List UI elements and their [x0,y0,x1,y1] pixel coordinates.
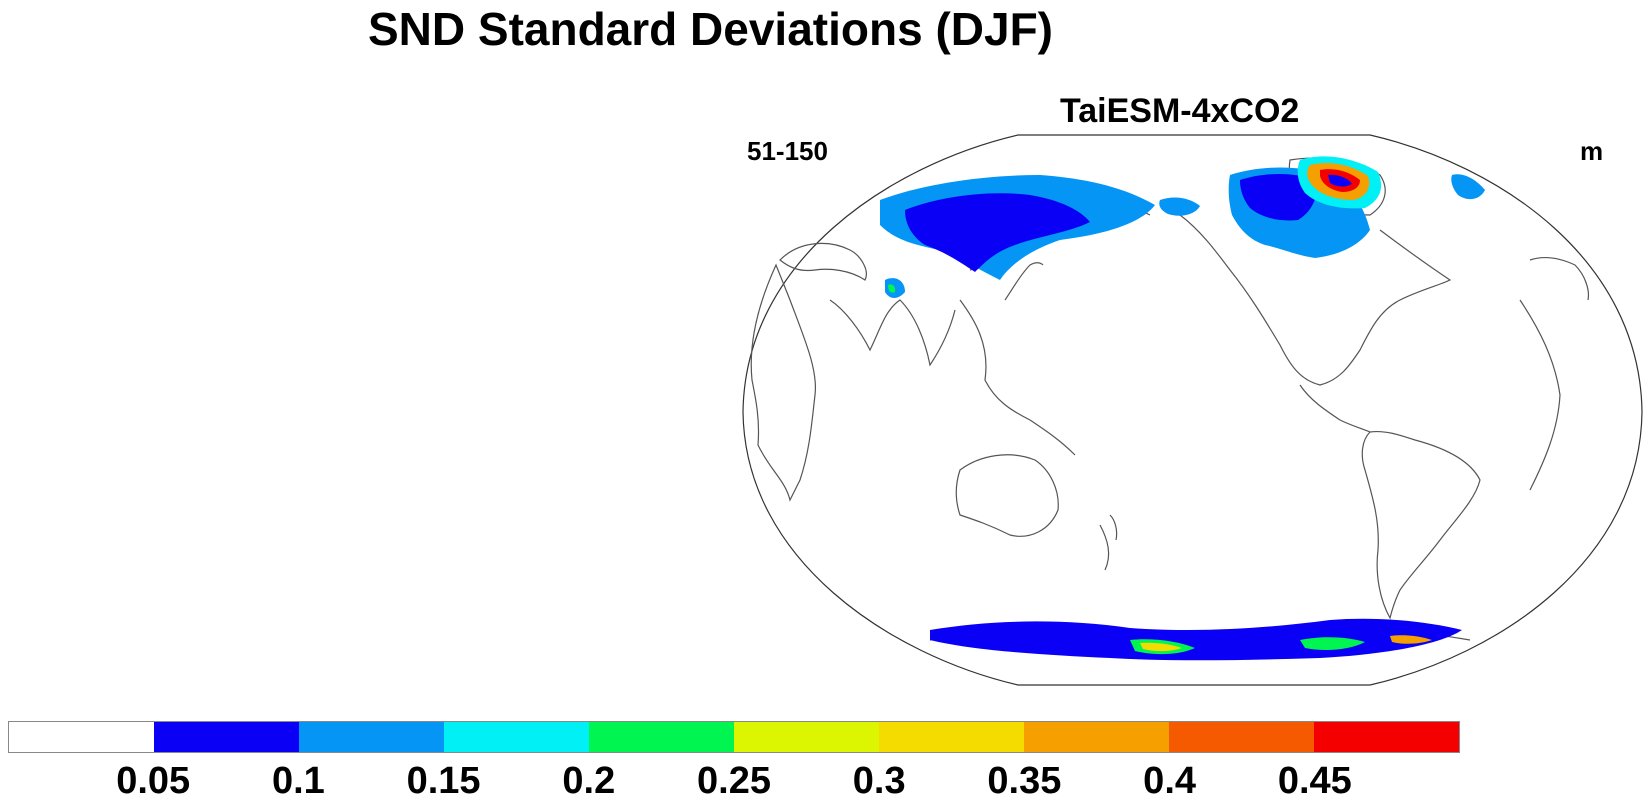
panel-title: TaiESM-4xCO2 [1060,92,1300,130]
figure-title: SND Standard Deviations (DJF) [368,3,1053,55]
coast-europe-west [1529,256,1590,301]
colorbar-box [1024,722,1169,752]
world-map [742,134,1643,686]
snow-sd-shading [880,156,1485,661]
antarctica-snow-orange [1390,635,1432,644]
coast-arabia-india [829,299,956,367]
siberia-snow-low [905,193,1090,272]
central-asia-snow-high [888,284,896,293]
alaska-snow [1159,197,1200,216]
colorbar-box [9,722,154,752]
colorbar-tick-label: 0.25 [697,760,771,802]
panel-left-string: 51-150 [747,136,828,166]
colorbar-tick-label: 0.45 [1277,760,1352,802]
panel-units: m [1580,136,1604,166]
colorbar-tick-label: 0.1 [271,760,325,802]
colorbar-tick-label: 0.15 [406,760,481,802]
canada-snow-low [1240,174,1317,221]
coast-europe [779,242,867,281]
antarctica-snow-east-green [1300,637,1365,650]
colorbar-box [1314,722,1459,752]
coast-southeast-asia [959,299,1076,456]
europe-snow [1451,174,1485,200]
coast-north-america [1179,214,1452,386]
colorbar-box [734,722,879,752]
colorbar-tick-label: 0.4 [1143,760,1197,802]
colorbar [8,721,1460,753]
coast-new-zealand [1099,514,1118,571]
colorbar-box [879,722,1024,752]
greenland-snow-core [1328,174,1352,187]
coast-south-america [1361,430,1481,620]
colorbar-box [444,722,589,752]
coast-australia [955,454,1059,537]
colorbar-tick-label: 0.05 [116,760,191,802]
colorbar-labels: 0.05 0.1 0.15 0.2 0.25 0.3 0.35 0.4 0.45 [0,760,1649,803]
colorbar-box [1169,722,1314,752]
coast-africa-east [1519,299,1561,491]
colorbar-box [299,722,444,752]
colorbar-box [154,722,299,752]
colorbar-box [589,722,734,752]
central-asia-snow [885,278,905,298]
map-boundary [742,134,1643,686]
colorbar-tick-label: 0.2 [562,760,616,802]
coast-japan [1004,262,1044,301]
colorbar-tick-label: 0.3 [852,760,906,802]
antarctica-snow-yellow [1140,642,1182,652]
coast-africa [750,263,817,502]
colorbar-tick-label: 0.35 [987,760,1062,802]
coast-central-america [1299,384,1371,433]
